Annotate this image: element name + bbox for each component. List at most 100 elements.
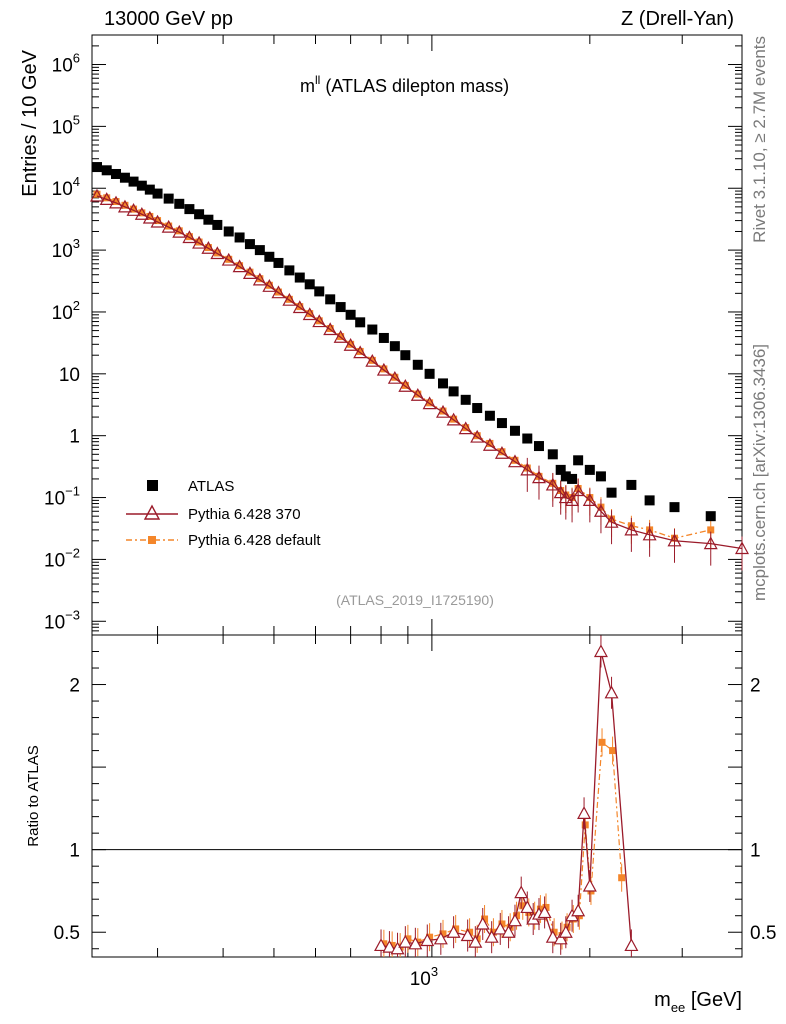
y-tick-label: 10−3 <box>44 607 80 633</box>
atlas-point <box>573 455 584 466</box>
ratio-pythia-370-point <box>514 885 529 899</box>
ratio-plot-frame <box>91 634 743 958</box>
pythia-default-point <box>707 526 715 534</box>
pythia-default-point <box>154 217 162 225</box>
atlas-point <box>496 418 507 429</box>
ratio-pythia-370-point <box>582 878 597 892</box>
mcplots-caption: mcplots.cern.ch [arXiv:1306.3436] <box>750 344 769 601</box>
ratio-pythia-370-point <box>398 934 413 948</box>
ratio-pythia-370-point <box>446 924 461 938</box>
header-left: 13000 GeV pp <box>104 8 233 30</box>
pythia-370-point <box>99 192 114 206</box>
atlas-point <box>304 279 315 290</box>
pythia-370-point <box>271 285 286 299</box>
atlas-point <box>345 309 356 320</box>
pythia-370-point <box>593 504 608 517</box>
ratio-pythia-370-point <box>390 941 405 955</box>
ratio-pythia-370-point <box>507 913 522 927</box>
pythia-370-point <box>343 337 358 351</box>
pythia-default-point <box>498 448 506 456</box>
legend-p370-label: Pythia 6.428 370 <box>188 506 301 523</box>
pythia-370-point <box>507 454 522 468</box>
ratio-pythia-default-point <box>519 902 527 910</box>
ratio-tick-label-right: 0.5 <box>750 923 776 944</box>
pythia-default-point <box>130 205 138 213</box>
pythia-370-point <box>232 259 247 273</box>
ratio-pythia-370-point <box>493 921 508 935</box>
x-axis-label: mee [GeV] <box>654 989 742 1015</box>
pythia-370-point <box>482 438 497 451</box>
pythia-default-point <box>391 373 399 381</box>
atlas-point <box>136 180 147 191</box>
pythia-370-point <box>520 462 535 476</box>
atlas-point <box>555 464 566 475</box>
y-tick-label: 10 <box>59 365 80 386</box>
ratio-y-axis-label: Ratio to ATLAS <box>25 745 42 846</box>
pythia-370-point <box>323 322 338 336</box>
atlas-point <box>567 473 578 484</box>
atlas-point <box>522 433 533 444</box>
atlas-point <box>234 232 245 243</box>
pythia-default-point <box>225 255 233 263</box>
atlas-point <box>472 403 483 414</box>
ratio-pythia-370-point <box>604 685 619 699</box>
atlas-point <box>606 487 617 498</box>
atlas-point <box>174 198 185 209</box>
atlas-point <box>355 317 366 328</box>
ratio-pythia-370-line <box>380 651 633 950</box>
pythia-370-point <box>642 527 657 541</box>
pythia-370-point <box>410 388 425 401</box>
atlas-point <box>533 441 544 452</box>
atlas-point <box>367 324 378 335</box>
ratio-pythia-default-point <box>598 738 606 746</box>
y-tick-label: 10−1 <box>44 484 80 510</box>
pythia-default-point <box>246 268 254 276</box>
pythia-370-point <box>387 370 402 384</box>
legend-pdef-marker <box>148 536 156 544</box>
pythia-370-point <box>182 230 197 244</box>
y-tick-label: 103 <box>52 236 80 262</box>
pythia-370-point <box>558 490 573 504</box>
pythia-default-point <box>486 439 494 447</box>
pythia-370-point <box>201 241 216 254</box>
ratio-tick-label: 2 <box>69 676 80 697</box>
atlas-point <box>194 209 205 220</box>
pythia-370-point <box>312 314 327 328</box>
ratio-series <box>374 635 639 957</box>
ratio-tick-label: 0.5 <box>54 923 80 944</box>
pythia-default-point <box>93 190 101 198</box>
y-tick-label: 10−2 <box>44 545 80 571</box>
pythia-370-point <box>161 219 176 233</box>
pythia-370-point <box>376 362 391 376</box>
atlas-point <box>560 471 571 482</box>
pythia-default-point <box>103 194 111 202</box>
pythia-default-point <box>195 238 203 246</box>
ratio-pythia-370-point <box>520 900 535 914</box>
pythia-370-point <box>353 345 368 359</box>
pythia-370-point <box>398 378 413 392</box>
pythia-370-point <box>624 522 639 536</box>
pythia-default-point <box>256 275 264 283</box>
atlas-point <box>644 495 655 506</box>
pythia-default-point <box>306 310 314 318</box>
ratio-pythia-default-point <box>536 905 544 913</box>
atlas-point <box>119 172 130 183</box>
atlas-point <box>264 251 275 262</box>
atlas-point <box>448 386 459 397</box>
atlas-point <box>378 332 389 343</box>
atlas-point <box>412 359 423 370</box>
y-tick-label: 106 <box>52 51 80 77</box>
atlas-point <box>484 410 495 421</box>
legend: ATLAS Pythia 6.428 370 Pythia 6.428 defa… <box>126 478 321 549</box>
pythia-default-point <box>401 381 409 389</box>
ratio-pythia-370-point <box>553 931 568 945</box>
ratio-pythia-370-point <box>460 928 475 942</box>
atlas-point <box>584 464 595 475</box>
pythia-default-point <box>368 356 376 364</box>
x-axis-ticks: 103 <box>157 35 683 990</box>
atlas-point <box>705 511 716 522</box>
legend-p370-marker <box>143 504 161 520</box>
pythia-default-point <box>356 347 364 355</box>
pythia-370-point <box>553 485 568 499</box>
pythia-370-point <box>252 272 267 286</box>
